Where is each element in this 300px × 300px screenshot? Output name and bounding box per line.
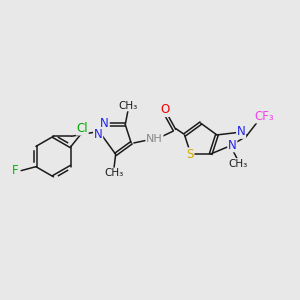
Text: Cl: Cl: [76, 122, 88, 135]
Text: CF₃: CF₃: [254, 110, 274, 123]
Text: N: N: [228, 139, 237, 152]
Text: S: S: [186, 148, 194, 161]
Text: N: N: [100, 117, 109, 130]
Text: CH₃: CH₃: [104, 168, 124, 178]
Text: N: N: [94, 128, 103, 141]
Text: N: N: [237, 125, 245, 138]
Text: CH₃: CH₃: [118, 101, 137, 111]
Text: CH₃: CH₃: [229, 159, 248, 169]
Text: O: O: [160, 103, 169, 116]
Text: F: F: [12, 164, 19, 177]
Text: NH: NH: [146, 134, 163, 144]
